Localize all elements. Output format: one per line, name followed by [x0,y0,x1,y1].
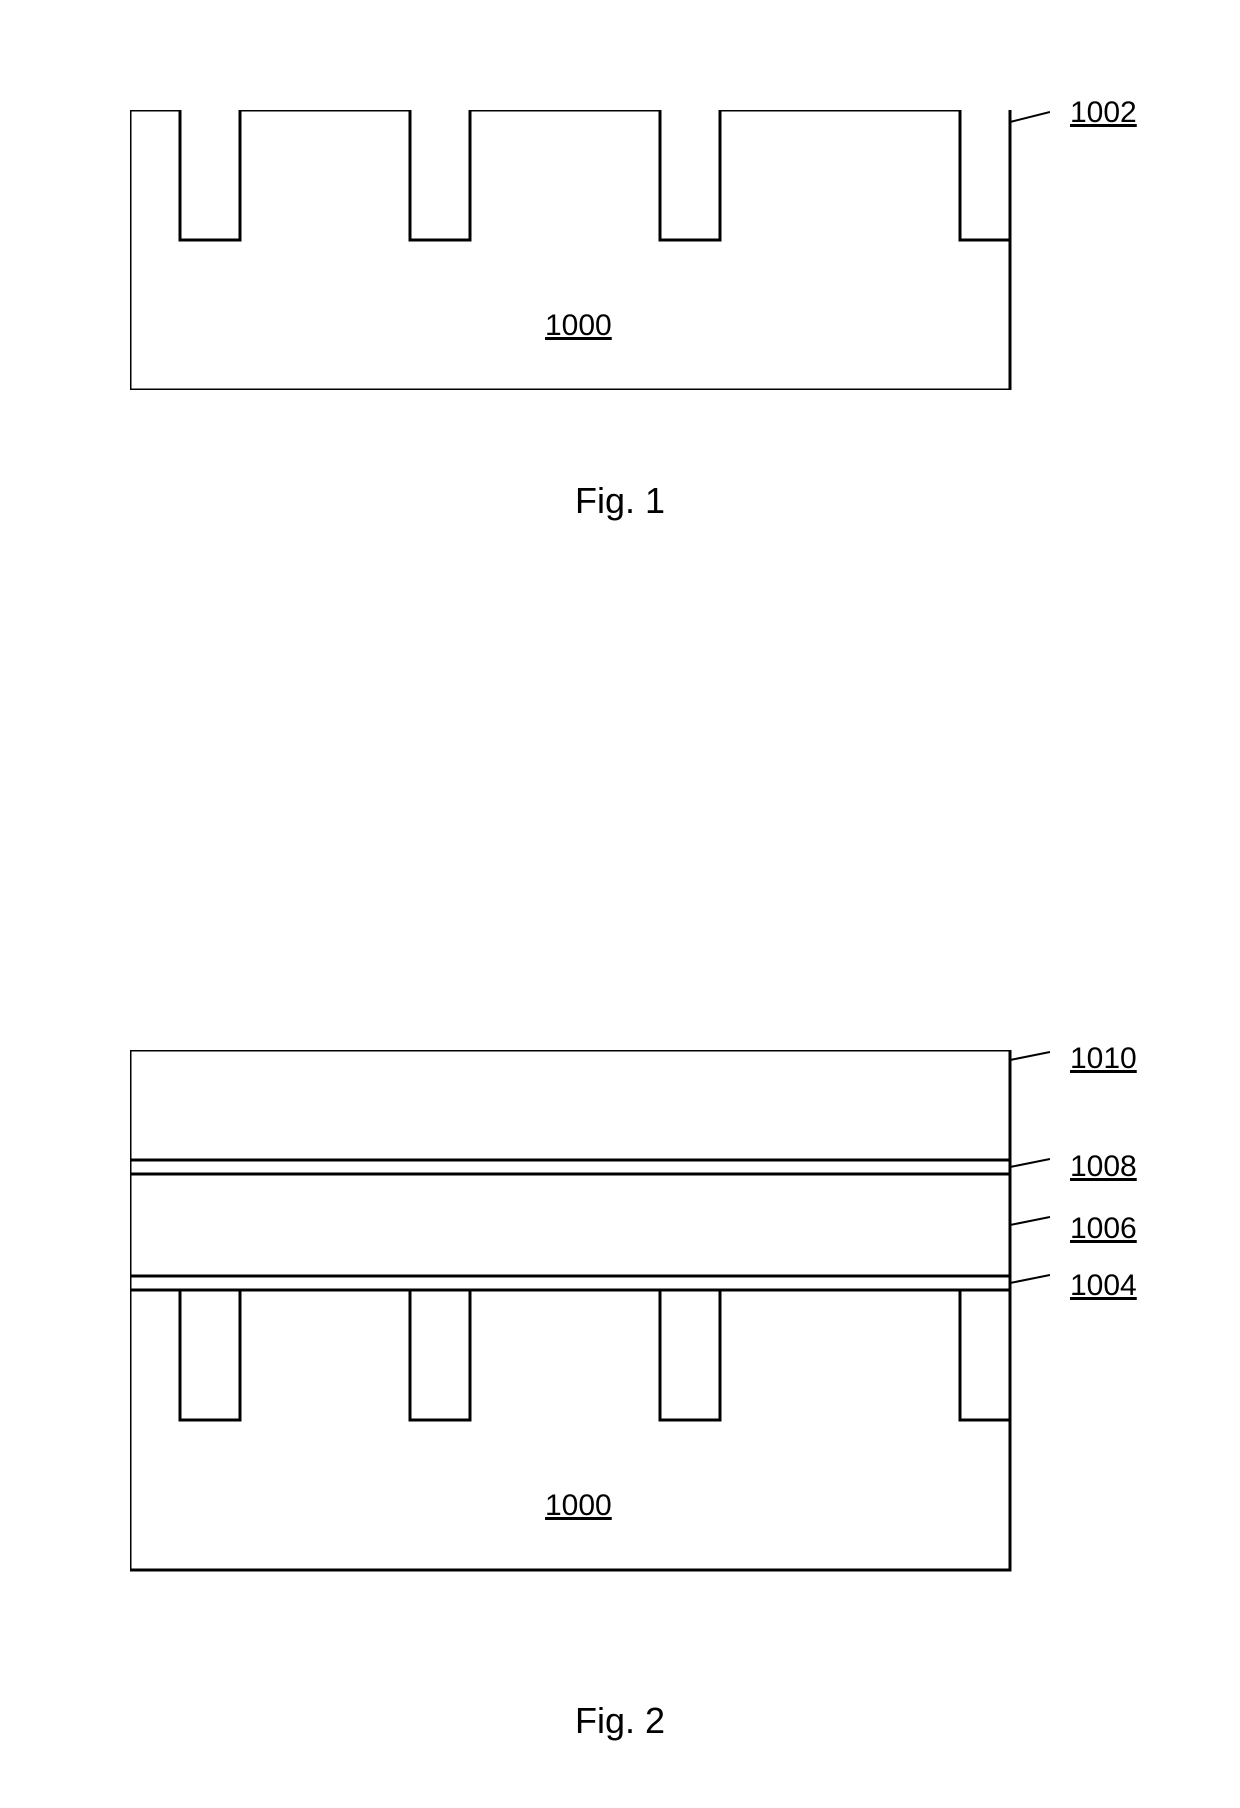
figure-2-diagram: 1000 [130,1050,1050,1610]
figure-1-diagram: 1000 [130,110,1050,390]
figure-2-ref-1010: 1010 [1070,1042,1137,1076]
svg-text:1000: 1000 [545,1489,612,1522]
figure-2-ref-1006: 1006 [1070,1212,1137,1246]
figure-2-ref-1004: 1004 [1070,1269,1137,1303]
svg-text:1000: 1000 [545,309,612,342]
page: 1000 1002 Fig. 1 1000 1010 1008 1006 1004 F… [0,0,1240,1808]
figure-1-caption: Fig. 1 [0,480,1240,522]
figure-1-ref-1002: 1002 [1070,96,1137,130]
figure-2-ref-1008: 1008 [1070,1150,1137,1184]
figure-2-caption: Fig. 2 [0,1700,1240,1742]
